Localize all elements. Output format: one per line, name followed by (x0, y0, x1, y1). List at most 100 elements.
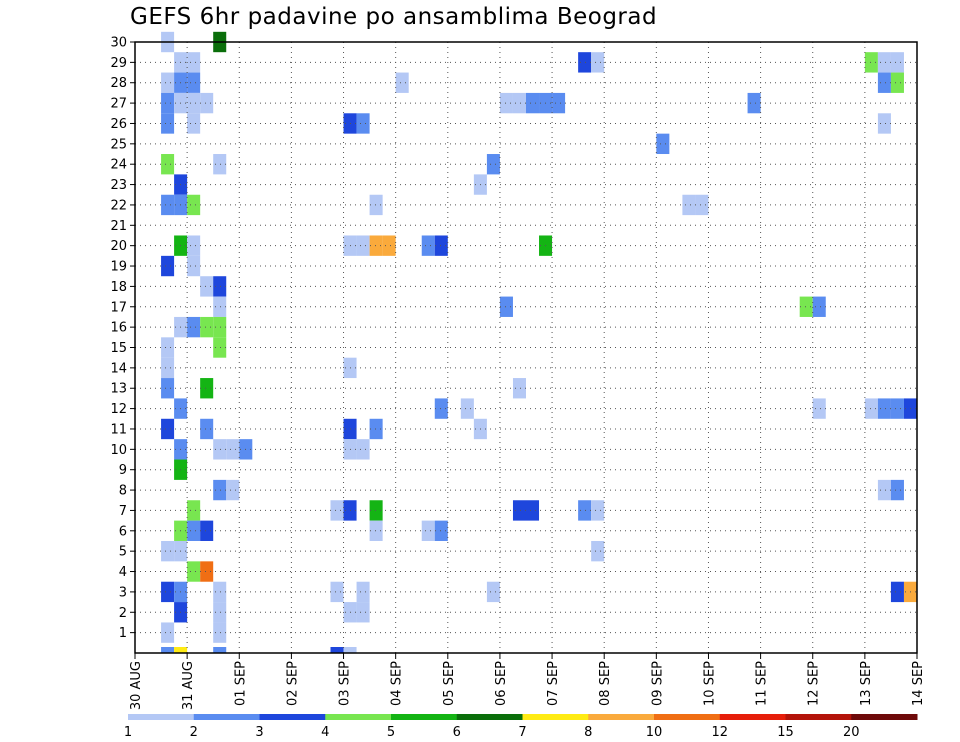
heatmap-cell (434, 398, 448, 419)
x-tick-label: 08 SEP (598, 661, 613, 706)
heatmap-cell (591, 52, 605, 73)
heatmap-cell (877, 52, 891, 73)
heatmap-cell (213, 647, 227, 653)
heatmap-cell (213, 316, 227, 338)
colorbar: 1 2 3 4 5 6 7 8 10 12 15 20 (124, 714, 918, 740)
heatmap-cell (187, 194, 201, 216)
heatmap-cell (369, 235, 383, 256)
heatmap-cell (356, 581, 370, 603)
heatmap-cell (434, 235, 448, 256)
heatmap-cell (369, 194, 383, 216)
colorbar-swatch (785, 714, 852, 720)
y-tick-label: 30 (110, 36, 127, 51)
x-tick-label: 30 AUG (129, 661, 144, 710)
heatmap-cell (890, 52, 904, 73)
x-tick-label: 14 SEP (911, 661, 926, 706)
heatmap-cell (343, 647, 357, 653)
heatmap-cell (486, 154, 500, 175)
heatmap-cell (369, 418, 383, 440)
x-tick-label: 11 SEP (755, 661, 770, 706)
heatmap-cell (200, 561, 214, 582)
heatmap-cell (187, 561, 201, 582)
colorbar-swatch (654, 714, 721, 720)
heatmap-cell (187, 255, 201, 277)
heatmap-cell (161, 194, 175, 216)
x-tick-label: 04 SEP (390, 661, 405, 706)
heatmap-cell (187, 235, 201, 256)
heatmap-cell (213, 276, 227, 297)
heatmap-cell (512, 378, 526, 399)
heatmap-cell (200, 316, 214, 338)
y-tick-label: 16 (110, 321, 127, 336)
y-tick-label: 23 (110, 178, 127, 193)
heatmap-cell (161, 378, 175, 399)
x-tick-label: 10 SEP (702, 661, 717, 706)
heatmap-cell (799, 296, 813, 317)
heatmap-cell (187, 52, 201, 73)
heatmap-cell (187, 520, 201, 541)
y-tick-label: 9 (119, 463, 127, 478)
colorbar-label: 15 (777, 725, 794, 740)
colorbar-swatch (588, 714, 655, 720)
heatmap-cell (591, 500, 605, 521)
y-axis: 1234567891011121314151617181920212223242… (110, 36, 135, 641)
colorbar-swatch (259, 714, 326, 720)
y-tick-label: 4 (119, 565, 127, 580)
heatmap-cell (890, 581, 904, 603)
y-tick-label: 13 (110, 382, 127, 397)
y-tick-label: 7 (119, 504, 127, 519)
heatmap-cell (369, 520, 383, 541)
x-tick-label: 12 SEP (807, 661, 822, 706)
heatmap-cell (161, 337, 175, 358)
heatmap-cell (174, 647, 188, 653)
heatmap-cell (877, 398, 891, 419)
y-tick-label: 10 (110, 443, 127, 458)
heatmap-cell (526, 500, 540, 521)
x-axis: 30 AUG 31 AUG 01 SEP 02 SEP 03 SEP 04 SEP 05 S… (129, 653, 926, 710)
heatmap-cell (161, 540, 175, 562)
heatmap-cell (890, 479, 904, 501)
cells-layer (161, 31, 917, 653)
heatmap-cell (499, 92, 513, 114)
colorbar-label: 10 (646, 725, 663, 740)
y-tick-label: 20 (110, 239, 127, 254)
colorbar-label: 3 (255, 725, 263, 740)
heatmap-cell (200, 92, 214, 114)
colorbar-label: 5 (387, 725, 395, 740)
y-tick-label: 5 (119, 545, 127, 560)
heatmap-cell (421, 520, 435, 541)
heatmap-cell (187, 500, 201, 521)
x-tick-label: 03 SEP (338, 661, 353, 706)
heatmap-cell (187, 72, 201, 93)
heatmap-cell (812, 398, 826, 419)
heatmap-cell (369, 500, 383, 521)
x-tick-label: 01 SEP (233, 661, 248, 706)
colorbar-swatch (719, 714, 786, 720)
y-tick-label: 3 (119, 585, 127, 600)
heatmap-cell (213, 602, 227, 623)
colorbar-swatch (522, 714, 589, 720)
heatmap-cell (512, 92, 526, 114)
heatmap-cell (578, 52, 592, 73)
heatmap-cell (460, 398, 474, 419)
heatmap-cell (499, 296, 513, 317)
x-tick-label: 09 SEP (650, 661, 665, 706)
heatmap-cell (864, 52, 878, 73)
y-tick-label: 1 (119, 626, 127, 641)
colorbar-label: 8 (584, 725, 592, 740)
heatmap-cell (890, 72, 904, 93)
heatmap-cell (877, 113, 891, 134)
y-tick-label: 8 (119, 484, 127, 499)
colorbar-swatch (456, 714, 523, 720)
heatmap-cell (213, 439, 227, 460)
heatmap-cell (161, 357, 175, 379)
colorbar-label: 20 (843, 725, 860, 740)
colorbar-swatch (128, 714, 195, 720)
y-tick-label: 21 (110, 219, 127, 234)
heatmap-cell (356, 113, 370, 134)
heatmap-cell (213, 622, 227, 643)
heatmap-cell (591, 540, 605, 562)
heatmap-cell (864, 398, 878, 419)
x-tick-label: 02 SEP (285, 661, 300, 706)
y-tick-label: 12 (110, 402, 127, 417)
